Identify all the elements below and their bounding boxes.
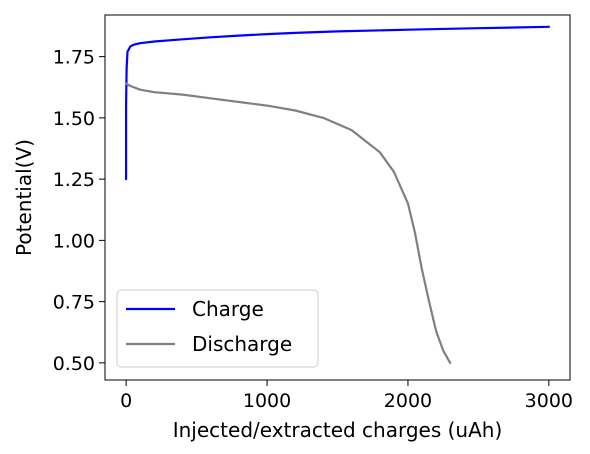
legend-label: Discharge: [192, 332, 292, 356]
y-tick-label: 1.75: [53, 47, 95, 69]
x-tick-label: 0: [120, 390, 132, 412]
x-tick-label: 2000: [384, 390, 432, 412]
plot-frame: [104, 14, 571, 381]
x-tick-label: 1000: [243, 390, 291, 412]
y-tick-label: 1.25: [53, 169, 95, 191]
x-tick-label: 3000: [525, 390, 573, 412]
y-tick-label: 0.75: [53, 292, 95, 314]
y-tick-label: 1.00: [53, 230, 95, 252]
y-tick-label: 1.50: [53, 108, 95, 130]
y-axis-label: Potential(V): [12, 139, 36, 256]
legend-label: Charge: [192, 297, 264, 321]
series-line-discharge: [124, 82, 452, 364]
y-tick-label: 0.50: [53, 353, 95, 375]
series-line-charge: [124, 25, 551, 181]
x-axis-label: Injected/extracted charges (uAh): [173, 418, 503, 442]
